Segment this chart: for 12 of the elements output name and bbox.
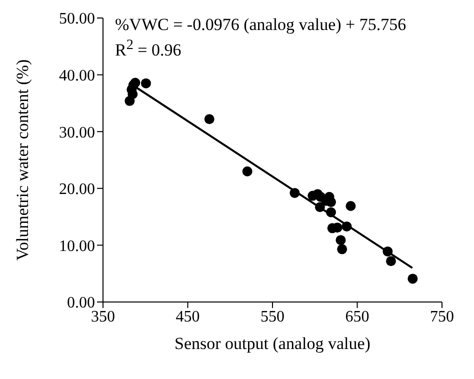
- y-tick-label: 10.00: [59, 238, 95, 255]
- y-tick-label: 20.00: [59, 181, 95, 198]
- y-tick-label: 50.00: [59, 10, 95, 28]
- x-tick-label: 650: [345, 308, 370, 326]
- x-tick-label: 750: [430, 308, 454, 326]
- x-tick-label: 550: [260, 308, 284, 326]
- y-tick-label: 40.00: [59, 67, 95, 84]
- y-axis-title: Volumetric water content (%): [13, 59, 32, 261]
- y-tick-label: 30.00: [59, 124, 95, 142]
- annotation-text: %VWC = -0.0976 (analog value) + 75.756 R$^{2}$ = 0.96: [115, 14, 406, 61]
- x-axis-title: Sensor output (analog value): [174, 334, 370, 353]
- x-tick-label: 450: [176, 308, 200, 326]
